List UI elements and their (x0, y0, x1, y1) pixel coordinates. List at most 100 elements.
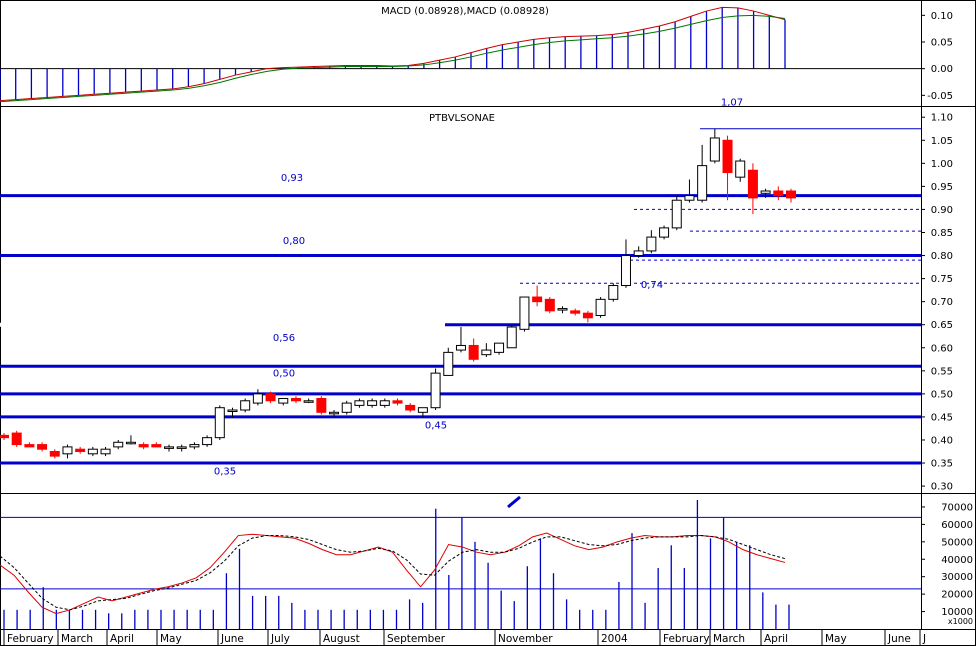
trend-marker (507, 495, 521, 509)
price-panel: 1.10 1.05 1.00 0.95 0.90 0.85 0.80 0.75 0.70 0.65… (0, 98, 953, 493)
x-tick-label: May (825, 633, 847, 645)
y-tick-label: 0.90 (931, 205, 953, 216)
y-tick-label: 0.75 (931, 274, 953, 285)
y-tick-label: 20000 (941, 590, 973, 601)
x-tick-label: February (663, 633, 710, 645)
candle-up (633, 250, 644, 257)
candle-down (11, 432, 22, 446)
y-tick-label: 0.65 (931, 320, 953, 331)
level-label: 0,80 (283, 236, 305, 247)
level-label: 0,45 (425, 420, 447, 431)
x-tick-label: May (160, 633, 182, 645)
macd-panel: 0.10 0.05 0.00 -0.05 (0, 6, 953, 103)
y-tick-label: 0.10 (931, 11, 953, 22)
candle-down (24, 444, 35, 448)
y-tick-label: 1.00 (931, 159, 953, 170)
candle-up (709, 137, 720, 162)
candle-up (341, 402, 352, 413)
x-tick-label: August (323, 633, 360, 645)
candle-down (265, 393, 276, 402)
x-tick-label: June (887, 633, 911, 645)
scale-note: x1000 (948, 617, 973, 626)
candle-down (582, 312, 593, 319)
y-tick-label: 0.95 (931, 182, 953, 193)
y-tick-label: 0.50 (931, 389, 953, 400)
x-tick-label: March (61, 633, 93, 645)
candle-up (646, 236, 657, 252)
candle-up (455, 344, 466, 351)
candle-down (316, 397, 327, 413)
candle-down (570, 310, 581, 314)
candle-up (100, 448, 111, 455)
candle-up (608, 285, 619, 300)
level-label: 1,07 (721, 98, 743, 109)
y-tick-label: -0.05 (927, 91, 953, 102)
candle-down (151, 444, 162, 448)
candle-up (367, 400, 378, 406)
candle-up (214, 407, 225, 439)
candle-down (49, 451, 60, 457)
candle-up (620, 255, 631, 287)
y-tick-label: 40000 (941, 555, 973, 566)
x-tick-label: March (713, 633, 745, 645)
x-tick-label: November (498, 633, 553, 645)
y-tick-label: 0.05 (931, 38, 953, 49)
y-tick-label: 0.00 (931, 64, 953, 75)
candle-up (329, 411, 340, 415)
y-tick-label: 70000 (941, 502, 973, 513)
macd-line (0, 6, 786, 102)
y-tick-label: 60000 (941, 520, 973, 531)
x-axis: February March April May June July August Septe… (3, 629, 926, 645)
candle-up (303, 400, 314, 403)
candle-up (227, 409, 238, 413)
candle-up (697, 165, 708, 201)
y-tick-label: 0.85 (931, 228, 953, 239)
level-label: 0,93 (281, 173, 303, 184)
x-tick-label: April (110, 633, 134, 645)
candle-up (125, 441, 136, 445)
y-tick-label: 1.05 (931, 136, 953, 147)
candle-down (468, 344, 479, 360)
x-tick-label: September (387, 633, 446, 645)
y-tick-label: 50000 (941, 537, 973, 548)
candle-down (773, 190, 784, 197)
oscillator-signal-line (0, 535, 786, 611)
candle-up (252, 393, 263, 404)
candle-up (202, 437, 213, 446)
y-tick-label: 0.70 (931, 297, 953, 308)
macd-title: MACD (0.08928),MACD (0.08928) (381, 6, 549, 17)
candle-down (37, 444, 48, 450)
candle-up (189, 444, 200, 448)
candle-up (760, 190, 771, 194)
candle-down (290, 397, 301, 402)
candle-up (164, 446, 175, 449)
candle-up (519, 296, 530, 330)
candle-down (392, 400, 403, 404)
y-tick-label: 0.55 (931, 366, 953, 377)
candle-up (379, 400, 390, 406)
y-tick-label: 0.30 (931, 482, 953, 493)
x-tick-label: J (922, 633, 926, 645)
y-tick-label: 0.80 (931, 251, 953, 262)
candle-up (506, 326, 517, 349)
candle-up (735, 160, 746, 178)
candle-down (722, 139, 733, 174)
level-label: 0,74 (641, 280, 663, 291)
candle-down (75, 448, 86, 453)
x-tick-label: April (764, 633, 788, 645)
y-tick-label: 0.35 (931, 459, 953, 470)
candle-up (240, 400, 251, 411)
level-label: 0,56 (273, 333, 295, 344)
candle-up (113, 441, 124, 448)
candle-down (138, 444, 149, 448)
price-title: PTBVLSONAE (429, 113, 495, 124)
candle-up (481, 349, 492, 356)
candle-up (417, 407, 428, 413)
candle-down (405, 404, 416, 411)
y-tick-label: 10000 (941, 607, 973, 618)
candle-up (87, 448, 98, 455)
candle-up (557, 308, 568, 311)
candle-down (544, 298, 555, 312)
candle-down (532, 296, 543, 303)
